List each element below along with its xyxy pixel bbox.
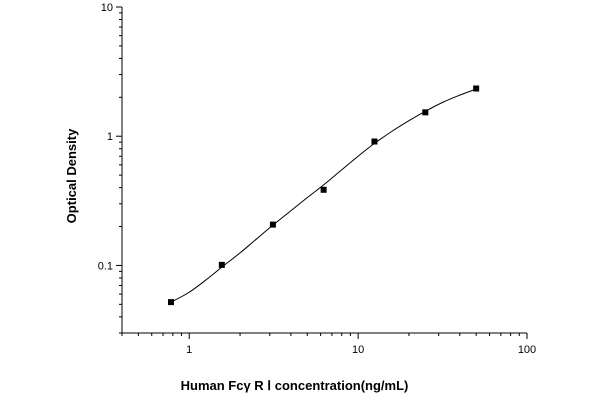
y-ticks: 0.1 1 10 (98, 2, 122, 334)
data-point (167, 299, 174, 306)
x-tick-label: 10 (352, 344, 364, 356)
x-ticks: 1 10 100 (121, 333, 536, 356)
data-point (269, 221, 276, 228)
data-point (320, 186, 327, 193)
x-tick-label: 100 (518, 344, 536, 356)
axes (121, 7, 527, 334)
data-point (371, 138, 378, 145)
x-tick-label: 1 (186, 344, 192, 356)
y-axis-title: Optical Density (64, 128, 79, 223)
y-tick-label: 10 (101, 2, 113, 14)
y-tick-label: 1 (107, 131, 113, 143)
data-point (473, 85, 480, 92)
data-point (422, 109, 429, 116)
fit-curve (170, 88, 477, 303)
data-point (218, 261, 225, 268)
y-tick-label: 0.1 (98, 260, 113, 272)
x-axis-title: Human Fcγ R Ⅰ concentration(ng/mL) (181, 378, 409, 393)
data-points (167, 85, 480, 306)
